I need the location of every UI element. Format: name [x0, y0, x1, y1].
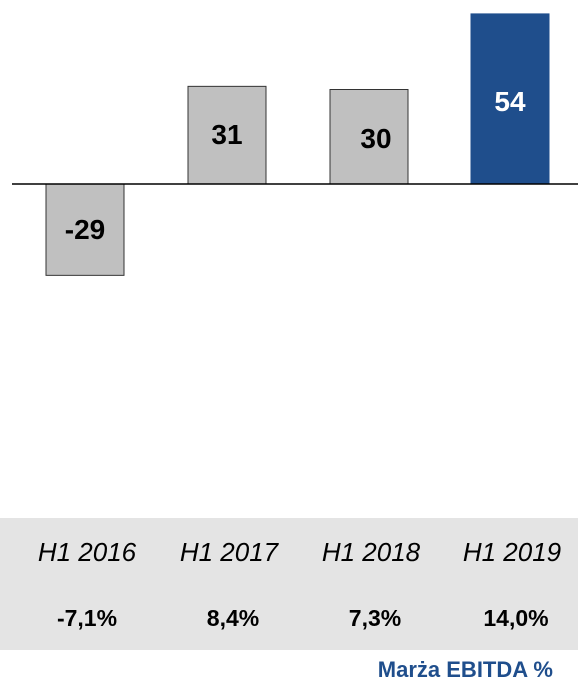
background-band	[0, 518, 578, 650]
category-label: H1 2018	[322, 537, 421, 567]
category-label: H1 2019	[463, 537, 561, 567]
bars-layer	[45, 13, 550, 276]
data-label: 31	[211, 119, 242, 150]
data-label: 30	[360, 123, 391, 154]
ebitda-margin-value: 8,4%	[207, 605, 259, 631]
data-label: 54	[494, 86, 526, 117]
bar-h1-2018	[329, 89, 409, 185]
bar-h1-2016	[45, 183, 125, 276]
category-label: H1 2017	[180, 537, 280, 567]
data-labels-layer: -29 31 30 54	[65, 86, 526, 245]
data-label: -29	[65, 214, 105, 245]
bar-h1-2019	[470, 13, 550, 185]
ebitda-margin-value: -7,1%	[57, 605, 117, 631]
category-labels-layer: H1 2016 H1 2017 H1 2018 H1 2019	[38, 537, 561, 567]
margin-values-layer: -7,1% 8,4% 7,3% 14,0%	[57, 605, 549, 631]
ebitda-margin-value: 14,0%	[483, 605, 548, 631]
category-label: H1 2016	[38, 537, 137, 567]
ebitda-margin-value: 7,3%	[349, 605, 401, 631]
chart-caption: Marża EBITDA %	[378, 657, 553, 681]
